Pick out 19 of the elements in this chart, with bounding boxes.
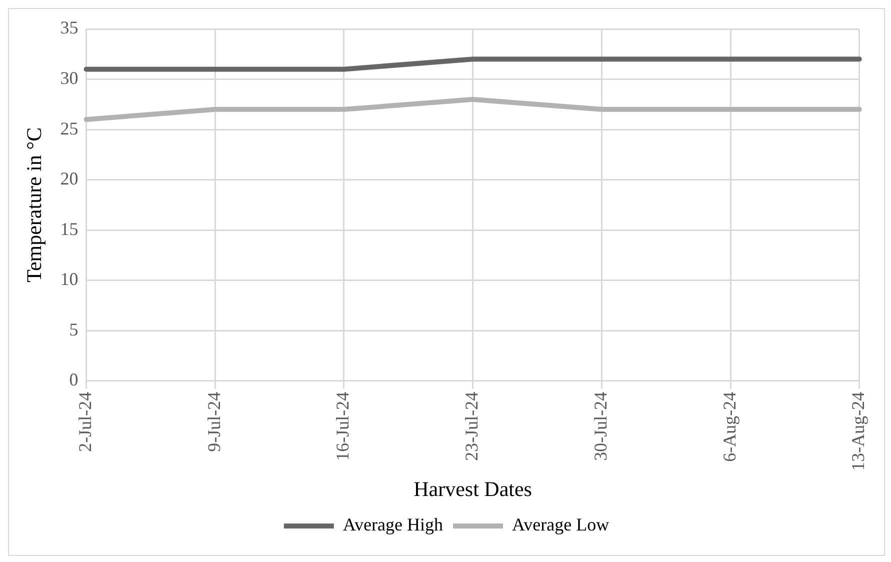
legend-label: Average High [342, 514, 444, 535]
y-tick-label: 20 [60, 168, 78, 189]
x-tick-label: 9-Jul-24 [204, 392, 224, 452]
x-tick-label: 30-Jul-24 [590, 392, 610, 461]
y-tick-label: 10 [60, 269, 78, 290]
y-tick-label: 15 [60, 218, 78, 239]
y-tick-label: 35 [60, 18, 78, 38]
y-axis-title: Temperature in °C [22, 127, 46, 282]
x-tick-label: 2-Jul-24 [74, 392, 95, 452]
y-tick-label: 0 [69, 370, 78, 390]
x-tick-label: 13-Aug-24 [848, 392, 868, 471]
x-axis-title: Harvest Dates [414, 476, 532, 501]
y-tick-label: 30 [60, 68, 78, 88]
x-tick-label: 6-Aug-24 [719, 392, 740, 462]
y-tick-label: 25 [60, 118, 78, 138]
x-tick-label: 23-Jul-24 [462, 392, 482, 461]
x-tick-label: 16-Jul-24 [332, 392, 353, 461]
legend-label: Average Low [512, 514, 610, 535]
y-tick-label: 5 [69, 319, 78, 340]
